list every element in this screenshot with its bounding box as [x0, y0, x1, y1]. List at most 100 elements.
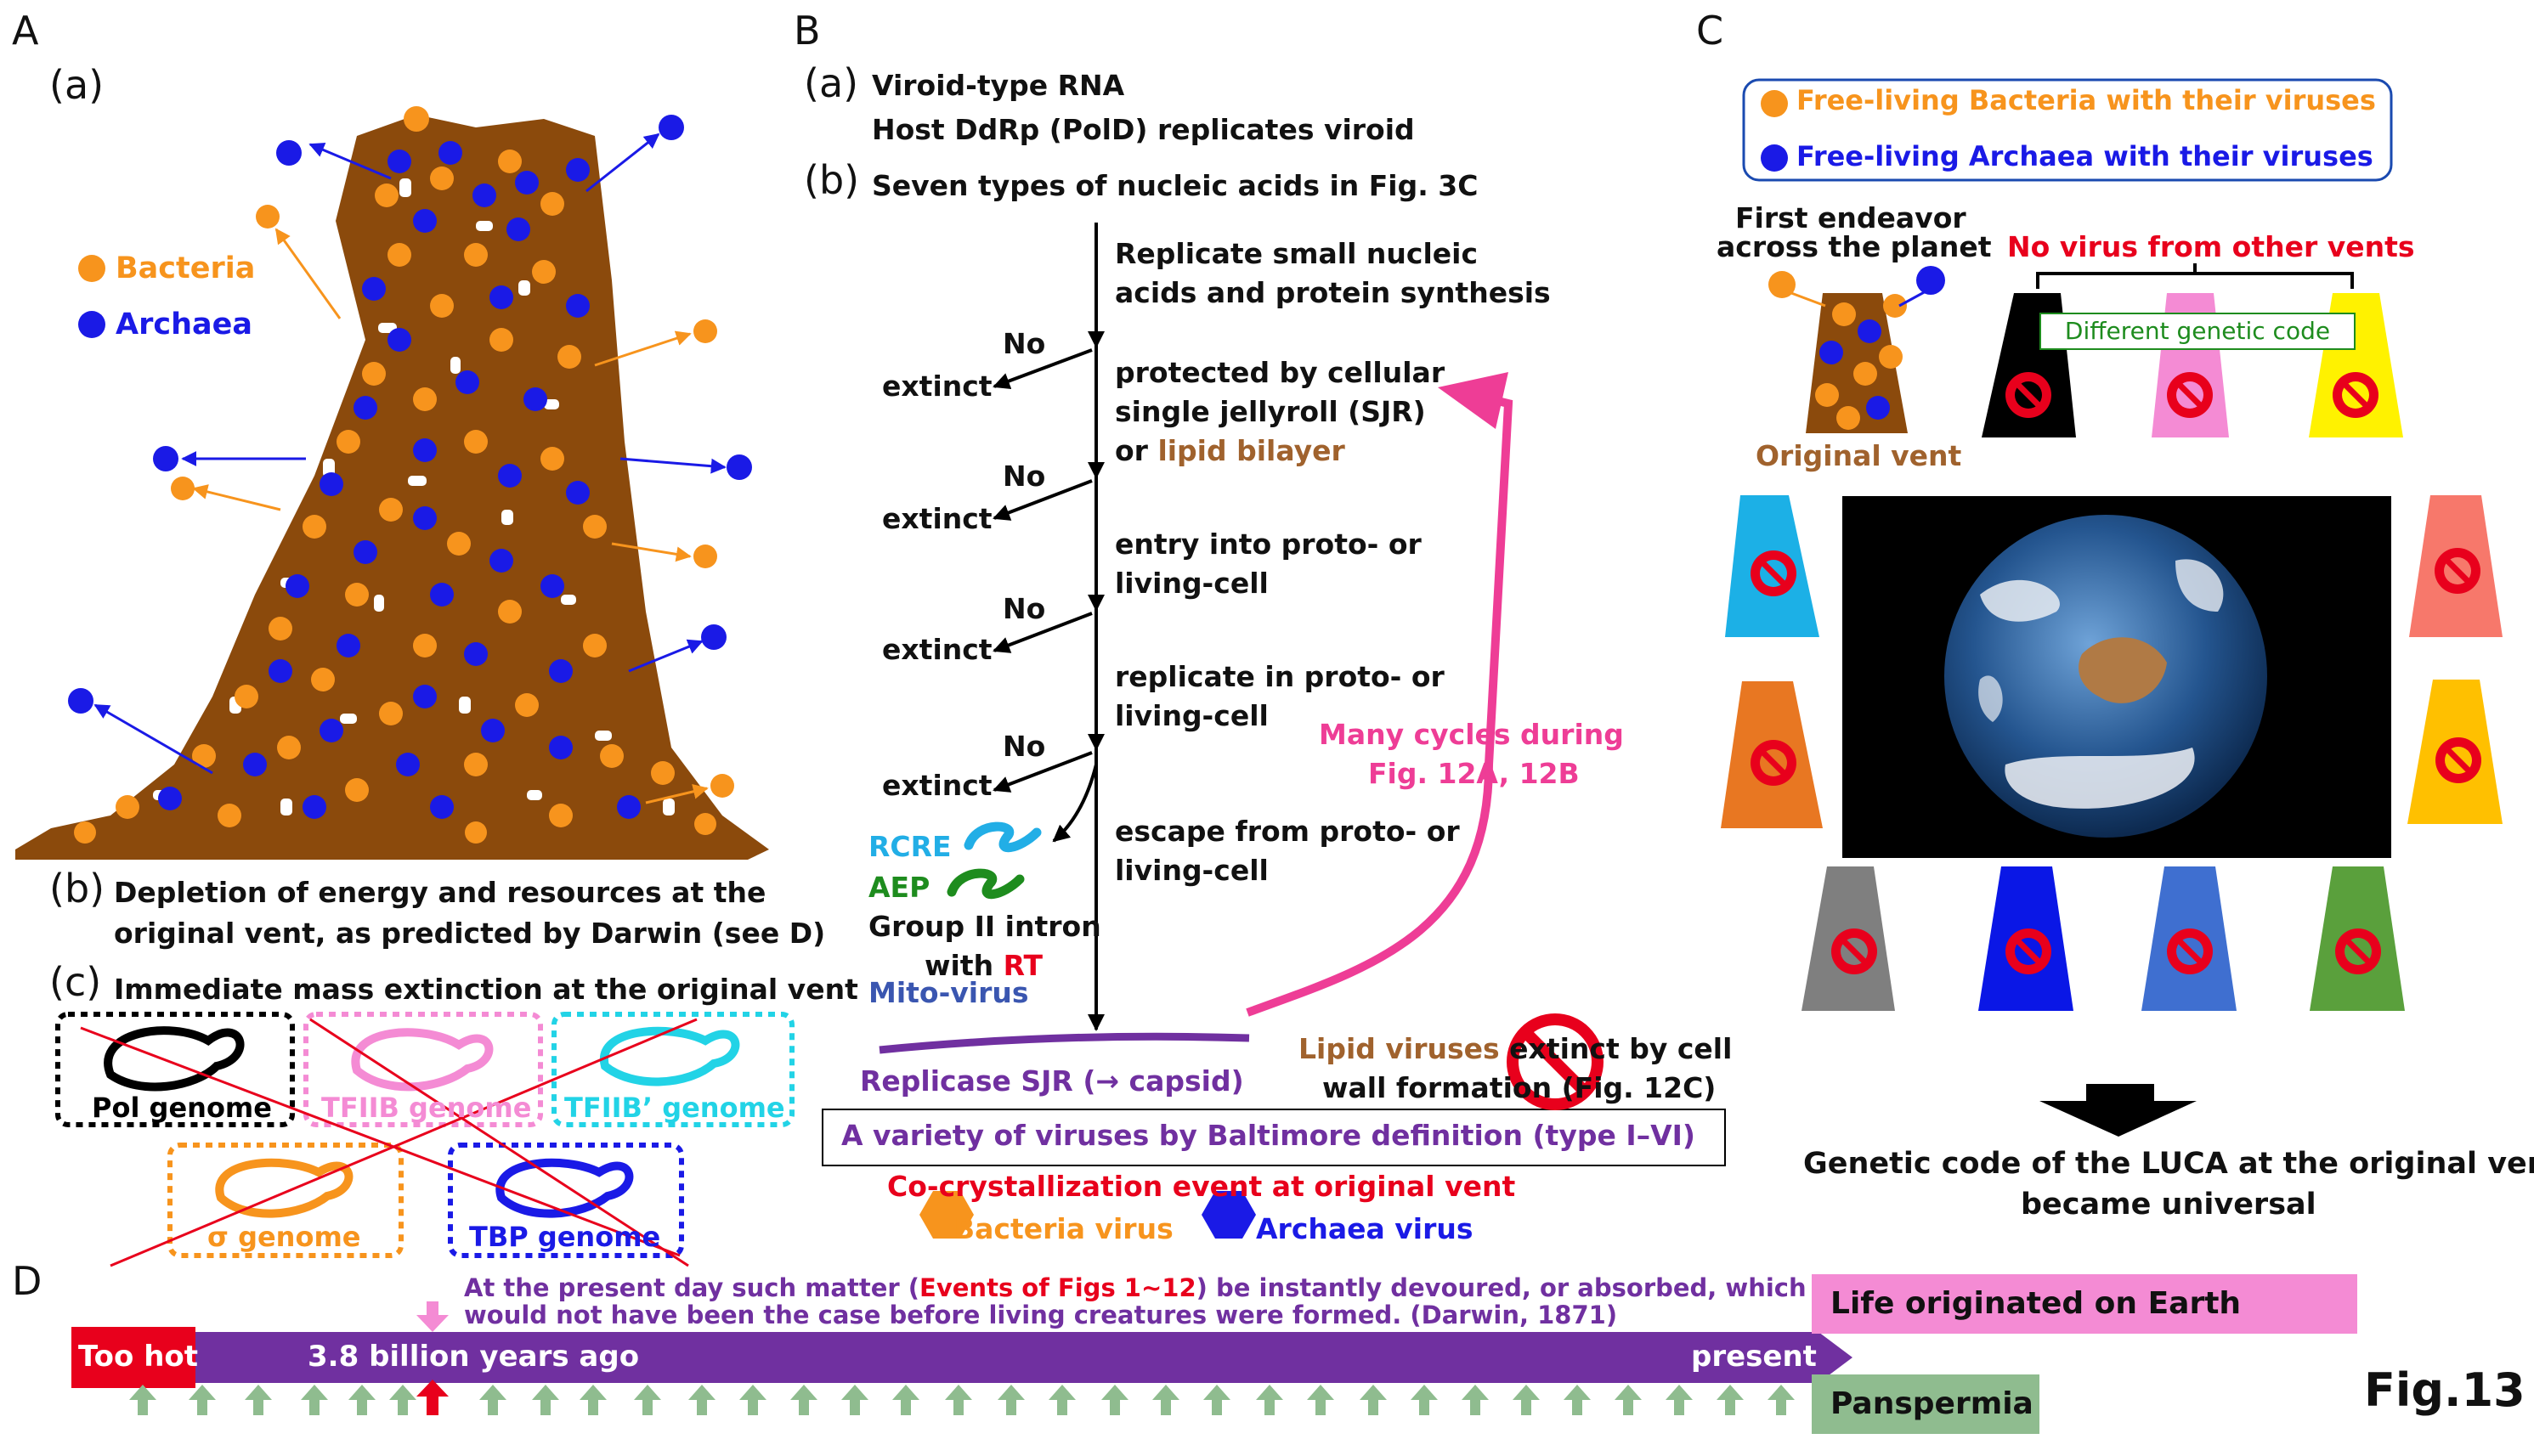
no-label-1: No [1003, 327, 1046, 360]
sigma-genome-box [167, 1143, 404, 1258]
panel-c-legend-box [1742, 78, 2393, 182]
figure-label: Fig.13 [2364, 1363, 2526, 1417]
darwin-quote-line2: would not have been the case before livi… [464, 1301, 1618, 1329]
bacteria-dots [74, 106, 734, 844]
baltimore-text: A variety of viruses by Baltimore defini… [841, 1119, 1696, 1152]
legend-bacteria-label: Bacteria [116, 251, 256, 285]
tbp-genome-box [448, 1143, 684, 1258]
group2-rt: RT [1003, 949, 1044, 982]
step2-line1: protected by cellular [1115, 356, 1445, 389]
pink-down-arrow [416, 1301, 449, 1332]
tfiib-prime-genome-box [551, 1012, 795, 1127]
extinction-cross [80, 1018, 698, 1267]
step1-line2: acids and protein synthesis [1115, 276, 1551, 309]
lipid-viruses-line2: wall formation (Fig. 12C) [1322, 1071, 1717, 1104]
rcre-label: RCRE [868, 830, 952, 863]
tfiib-prime-genome-label: TFIIB’ genome [564, 1092, 785, 1124]
conclusion-line2: became universal [2021, 1188, 2316, 1222]
panel-b-a-line1: Viroid-type RNA [872, 69, 1125, 102]
first-endeavor-line1: First endeavor [1735, 201, 1966, 234]
panel-a-sub-a: (a) [49, 62, 105, 108]
mito-virus-label: Mito-virus [868, 976, 1029, 1009]
red-up-arrow [416, 1380, 449, 1415]
step2-line3-or: or [1115, 434, 1158, 467]
archaea-dots [68, 115, 752, 819]
panel-a-b-line2: original vent, as predicted by Darwin (s… [114, 917, 826, 950]
group2-with-rt: with RT [925, 950, 1043, 982]
first-endeavor-line2: across the planet [1717, 230, 1992, 263]
darwin-quote-events: Events of Figs 1~12 [919, 1273, 1196, 1302]
legend-archaea-label: Archaea [116, 308, 252, 341]
no-label-4: No [1003, 730, 1046, 763]
timeline-bar [195, 1332, 1852, 1383]
step4-line2: living-cell [1115, 699, 1269, 732]
panspermia-box [1812, 1374, 2039, 1434]
vent-steel-blue [2141, 866, 2237, 1011]
many-cycles-arrowhead [1438, 372, 1508, 429]
green-up-arrows [129, 1385, 1795, 1415]
no-label-2: No [1003, 460, 1046, 493]
panel-b-b-text: Seven types of nucleic acids in Fig. 3C [872, 169, 1479, 202]
step5-line1: escape from proto- or [1115, 815, 1460, 848]
baltimore-box [822, 1109, 1726, 1166]
step2-line2: single jellyroll (SJR) [1115, 395, 1426, 428]
no-virus-text: No virus from other vents [2007, 230, 2415, 263]
vent-blue [1978, 866, 2073, 1011]
legend-bacteria-dot [78, 255, 105, 282]
extinct-label-1: extinct [882, 370, 993, 403]
many-cycles-line2: Fig. 12A, 12B [1368, 757, 1580, 790]
vent-green [2310, 866, 2405, 1011]
step4-line1: replicate in proto- or [1115, 660, 1445, 693]
tfiib-genome-box [303, 1012, 543, 1127]
no-label-3: No [1003, 592, 1046, 625]
many-cycles-line1: Many cycles during [1319, 718, 1624, 751]
original-vent-label: Original vent [1756, 439, 1962, 472]
billion-years-label: 3.8 billion years ago [308, 1340, 640, 1374]
aep-label: AEP [868, 871, 930, 904]
darwin-quote-line1: At the present day such matter (Events o… [464, 1273, 1807, 1302]
panel-label-a: A [12, 8, 39, 54]
legend-c-bacteria-label: Free-living Bacteria with their viruses [1796, 84, 2376, 116]
archaea-virus-hexagon [1202, 1191, 1256, 1239]
extinct-label-3: extinct [882, 633, 993, 666]
legend-c-bacteria-dot [1761, 90, 1788, 117]
sigma-genome-label: σ genome [207, 1221, 361, 1253]
vent-salmon [2409, 495, 2503, 637]
too-hot-box [71, 1327, 195, 1388]
step5-line2: living-cell [1115, 854, 1269, 887]
vent-gray [1802, 866, 1895, 1011]
step2-line3: or lipid bilayer [1115, 435, 1345, 467]
panel-b-sub-a: (a) [804, 60, 859, 106]
panspermia-label: Panspermia [1830, 1386, 2033, 1421]
present-label: present [1691, 1340, 1817, 1374]
other-vents-bracket [2036, 263, 2354, 289]
legend-c-archaea-label: Free-living Archaea with their viruses [1796, 140, 2373, 172]
panel-a-sub-b: (b) [49, 866, 105, 911]
other-vents [1721, 293, 2503, 1011]
life-earth-box [1812, 1274, 2357, 1334]
conclusion-arrow [2039, 1084, 2197, 1137]
panel-a-b-line1: Depletion of energy and resources at the [114, 876, 766, 909]
genome-boxes [55, 1012, 795, 1258]
escape-arrows [93, 133, 727, 804]
replicase-label: Replicase SJR (→ capsid) [860, 1064, 1244, 1098]
step3-line2: living-cell [1115, 567, 1269, 600]
panel-b-sub-b: (b) [804, 157, 860, 203]
conclusion-line1: Genetic code of the LUCA at the original… [1803, 1147, 2534, 1181]
tfiib-genome-label: TFIIB genome [321, 1092, 532, 1124]
original-vent [1768, 266, 1945, 433]
extinct-label-4: extinct [882, 769, 993, 802]
vent-light-blue [1725, 495, 1819, 637]
vent-mound-illustration [15, 106, 769, 860]
darwin-quote-part1: At the present day such matter ( [464, 1273, 920, 1302]
group2-with: with [925, 949, 1004, 982]
lipid-viruses-text: Lipid viruses [1298, 1032, 1510, 1065]
step3-line1: entry into proto- or [1115, 528, 1422, 561]
step1-line1: Replicate small nucleic [1115, 237, 1479, 270]
legend-c-archaea-dot [1761, 144, 1788, 172]
panel-label-d: D [12, 1258, 42, 1304]
bacteria-virus-label: Bacteria virus [953, 1212, 1174, 1245]
flowchart [993, 223, 1105, 1031]
too-hot-label: Too hot [78, 1340, 199, 1374]
darwin-quote-part2: ) be instantly devoured, or absorbed, wh… [1196, 1273, 1807, 1302]
